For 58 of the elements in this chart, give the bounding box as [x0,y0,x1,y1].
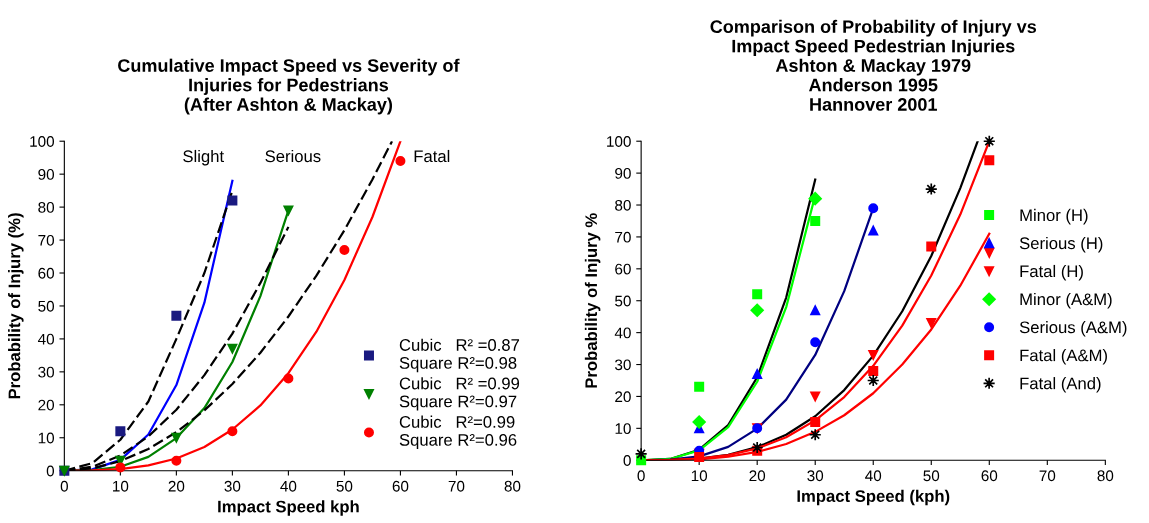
x-tick-label: 80 [504,480,521,492]
x-tick-label: 10 [691,470,708,482]
x-axis-title: Impact Speed (kph) [797,489,950,506]
legend-label: Cubic R²=0.99 Square R²=0.96 [399,415,517,450]
y-tick-label: 20 [38,399,55,411]
y-tick-label: 70 [615,231,631,243]
legend-label: Cubic R² =0.87 Square R²=0.98 [399,338,520,373]
annotation: Serious [265,149,321,163]
x-tick-label: 40 [865,470,882,482]
x-tick-label: 60 [392,480,409,492]
legend-label: Minor (A&M) [1020,292,1112,309]
x-tick-label: 30 [807,470,824,482]
x-tick-label: 0 [60,480,68,492]
x-axis-title: Impact Speed kph [218,500,359,516]
y-tick-label: 10 [615,423,631,435]
y-tick-label: 50 [38,300,55,312]
chart-title: Cumulative Impact Speed vs Severity of Injuries for Pedestrians (After Ashton & Mackay) [118,58,460,115]
y-tick-label: 60 [38,267,55,279]
x-tick-label: 70 [448,480,465,492]
annotation: Slight [183,149,224,166]
y-tick-label: 0 [623,455,631,466]
annotation: Fatal [414,149,450,163]
legend-label: Cubic R² =0.99 Square R²=0.97 [399,377,520,411]
y-tick-label: 70 [38,234,55,246]
legend-label: Fatal (H) [1020,264,1083,281]
x-tick-label: 60 [981,470,998,482]
y-tick-label: 80 [615,199,631,211]
x-tick-label: 30 [224,480,241,492]
y-tick-label: 30 [615,359,631,371]
x-tick-label: 20 [168,480,185,492]
y-tick-label: 100 [607,136,631,147]
y-tick-label: 100 [30,136,55,147]
y-tick-label: 80 [38,201,55,213]
x-tick-label: 40 [280,480,297,492]
legend-label: Minor (H) [1020,208,1088,225]
y-axis-title: Probability of Injury (%) [8,213,24,399]
y-tick-label: 90 [38,169,55,180]
x-tick-label: 50 [923,470,940,482]
y-tick-label: 40 [614,327,631,339]
chart-title: Comparison of Probability of Injury vs Impact Speed Pedestrian Injuries Ashton & Mackay 1979 Anderson 1995 Hannover 2001 [710,19,1037,111]
legend-label: Fatal (And) [1020,377,1101,393]
y-tick-label: 20 [615,391,631,403]
y-tick-label: 90 [615,167,631,179]
y-tick-label: 40 [37,333,55,345]
x-tick-label: 0 [637,470,645,482]
x-tick-label: 80 [1097,470,1114,482]
x-tick-label: 50 [336,480,353,492]
y-tick-label: 60 [615,263,631,275]
y-tick-label: 10 [38,432,55,444]
legend-label: Serious (H) [1019,236,1103,253]
y-tick-label: 30 [38,366,55,378]
y-tick-label: 50 [615,295,631,307]
legend-label: Fatal (A&M) [1020,349,1107,365]
x-tick-label: 20 [749,470,766,482]
x-tick-label: 10 [113,480,129,492]
x-tick-label: 70 [1039,470,1056,482]
y-axis-title: Probability of Injury % [584,213,601,388]
legend-label: Serious (A&M) [1019,320,1127,337]
